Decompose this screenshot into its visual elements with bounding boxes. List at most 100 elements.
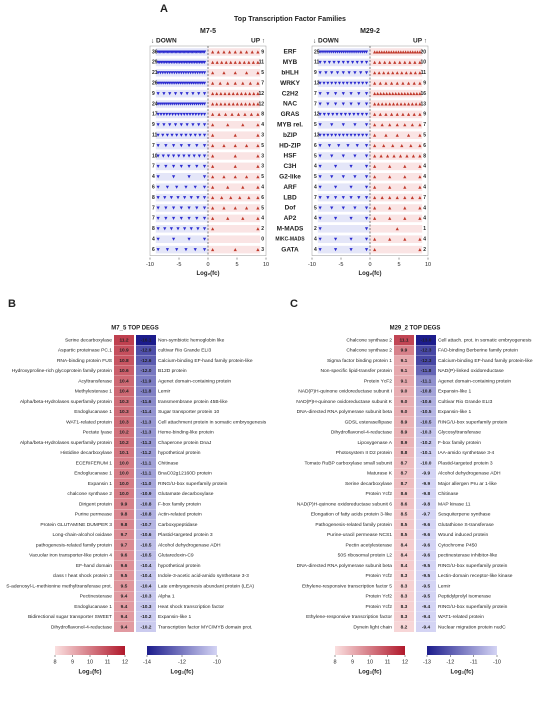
family-label: bHLH bbox=[281, 70, 299, 77]
up-gene-marker bbox=[412, 81, 416, 85]
down-gene-marker bbox=[200, 71, 204, 75]
up-gene-marker bbox=[256, 92, 260, 96]
down-gene-marker bbox=[318, 102, 322, 106]
gene-name: Endoglucanase 1 bbox=[74, 471, 112, 477]
heat-cell bbox=[114, 386, 134, 397]
down-gene-marker bbox=[168, 71, 172, 75]
cell-value: -12.3 bbox=[421, 358, 432, 364]
up-gene-marker bbox=[241, 123, 245, 127]
gene-name: Histidine decarboxylase bbox=[60, 450, 112, 456]
up-count: 12 bbox=[258, 101, 264, 107]
up-gene-marker bbox=[394, 50, 398, 54]
up-gene-marker bbox=[411, 50, 415, 54]
down-gene-marker bbox=[364, 154, 369, 158]
down-gene-marker bbox=[364, 112, 369, 116]
heat-cell bbox=[416, 540, 436, 550]
up-gene-marker bbox=[410, 123, 414, 127]
cell-value: 11.2 bbox=[119, 337, 128, 343]
down-gene-marker bbox=[156, 154, 160, 158]
gene-name: class I heat shock protein 3 bbox=[53, 573, 113, 579]
up-gene-marker bbox=[413, 71, 417, 75]
x-tick-label: -5 bbox=[339, 262, 344, 268]
up-gene-marker bbox=[222, 71, 226, 75]
down-gene-marker bbox=[193, 185, 197, 189]
down-gene-marker bbox=[330, 81, 334, 85]
down-gene-marker bbox=[197, 154, 201, 158]
down-gene-marker bbox=[364, 92, 369, 96]
up-gene-marker bbox=[388, 196, 392, 200]
cell-value: -11.4 bbox=[141, 409, 152, 415]
gene-name: Dihydroflavonol-4-reductase bbox=[51, 624, 112, 630]
heat-cell bbox=[416, 437, 436, 448]
up-gene-marker bbox=[397, 92, 401, 96]
gene-name: EF-hand domain bbox=[76, 563, 112, 569]
down-band bbox=[317, 235, 370, 243]
up-gene-marker bbox=[412, 92, 416, 96]
down-gene-marker bbox=[156, 227, 160, 231]
up-gene-marker bbox=[418, 92, 422, 96]
down-gene-marker bbox=[186, 71, 190, 75]
cell-value: 8.3 bbox=[401, 614, 408, 620]
heat-cell bbox=[136, 427, 156, 438]
heat-cell bbox=[416, 499, 436, 509]
up-gene-marker bbox=[373, 154, 377, 158]
colorbar-tick-label: 9 bbox=[71, 659, 74, 665]
down-gene-marker bbox=[179, 144, 183, 148]
down-count: 21 bbox=[152, 70, 158, 76]
down-gene-marker bbox=[318, 248, 322, 252]
gene-name: IAA-amido synthetase 3-4 bbox=[438, 450, 495, 456]
down-gene-marker bbox=[198, 71, 202, 75]
down-gene-marker bbox=[169, 196, 173, 200]
down-gene-marker bbox=[165, 112, 169, 116]
panel-title: M29_2 TOP DEGS bbox=[390, 326, 441, 332]
gene-name: Protein Ycf2 bbox=[365, 573, 392, 579]
up-gene-marker bbox=[379, 154, 383, 158]
down-gene-marker bbox=[168, 92, 172, 96]
up-gene-marker bbox=[398, 154, 403, 158]
up-gene-marker bbox=[233, 81, 237, 85]
heat-cell bbox=[394, 468, 414, 479]
heat-cell bbox=[136, 509, 156, 520]
down-gene-marker bbox=[364, 248, 369, 252]
down-gene-marker bbox=[326, 196, 330, 200]
gene-name: Photosystem II D2 protein bbox=[336, 450, 393, 456]
gene-name: RING/U-box superfamily protein bbox=[438, 419, 508, 425]
cell-value: -11.9 bbox=[141, 378, 152, 384]
cell-value: 8.9 bbox=[401, 419, 408, 425]
down-gene-marker bbox=[173, 112, 178, 116]
down-gene-marker bbox=[179, 71, 183, 75]
gene-name: Alpha 1 bbox=[158, 594, 175, 600]
up-band bbox=[370, 173, 423, 181]
cell-value: -9.4 bbox=[422, 604, 431, 610]
down-gene-marker bbox=[318, 154, 322, 158]
down-gene-marker bbox=[318, 92, 322, 96]
down-gene-marker bbox=[156, 92, 160, 96]
family-label: WRKY bbox=[280, 80, 301, 87]
heat-cell bbox=[136, 550, 156, 561]
up-count: 4 bbox=[423, 164, 426, 170]
gene-name: Sigma factor binding protein 1 bbox=[327, 358, 392, 364]
down-gene-marker bbox=[322, 133, 326, 137]
sample-title: M29-2 bbox=[360, 28, 380, 35]
up-gene-marker bbox=[395, 81, 399, 85]
down-gene-marker bbox=[326, 102, 330, 106]
down-gene-marker bbox=[195, 164, 199, 168]
down-count: 13 bbox=[314, 133, 320, 139]
up-gene-marker bbox=[244, 144, 249, 148]
gene-name: Heat shock transcription factor bbox=[158, 604, 224, 610]
cell-value: 9.1 bbox=[401, 378, 408, 384]
up-gene-marker bbox=[256, 206, 260, 210]
down-header: ↓ DOWN bbox=[313, 38, 339, 45]
up-gene-marker bbox=[377, 71, 381, 75]
heat-cell bbox=[136, 417, 156, 427]
down-gene-marker bbox=[202, 92, 207, 96]
down-gene-marker bbox=[187, 237, 191, 241]
down-gene-marker bbox=[202, 102, 207, 106]
down-count: 12 bbox=[314, 112, 320, 118]
cell-value: -11.6 bbox=[141, 399, 152, 405]
up-band bbox=[370, 183, 423, 191]
cell-value: -12.9 bbox=[141, 348, 152, 354]
up-band bbox=[208, 225, 261, 233]
cell-value: -12.3 bbox=[421, 348, 432, 354]
down-gene-marker bbox=[165, 133, 169, 137]
